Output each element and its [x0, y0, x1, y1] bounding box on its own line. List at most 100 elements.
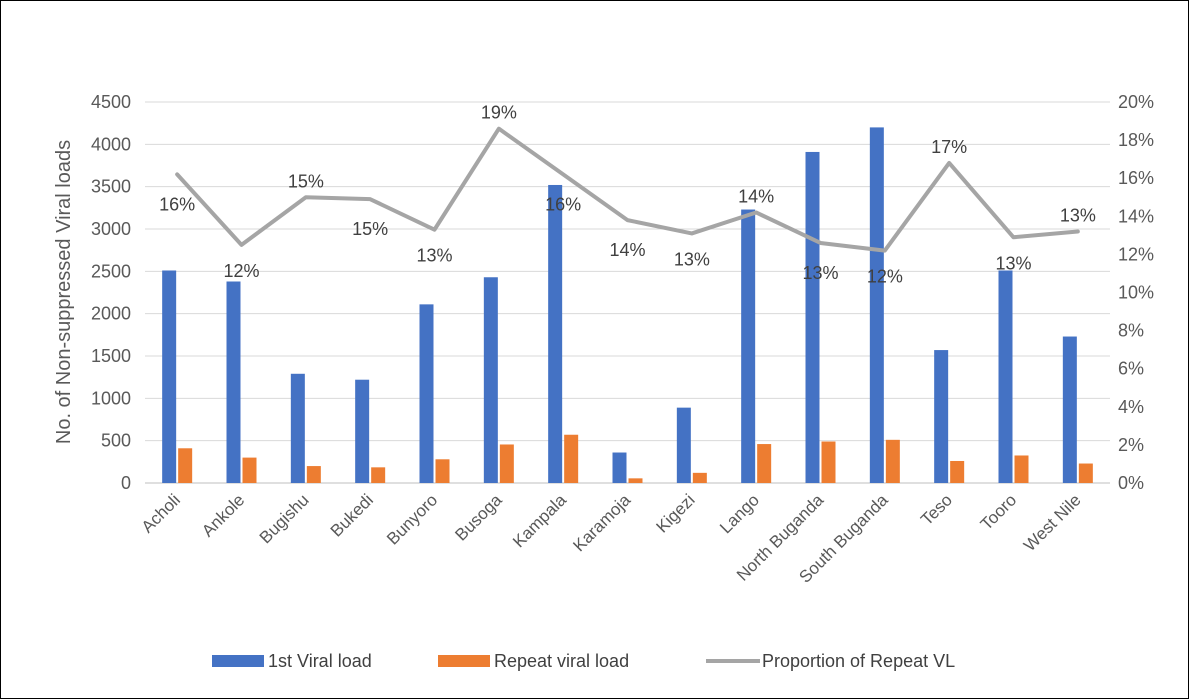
- gridlines: [145, 101, 1110, 484]
- line-data-label: 14%: [738, 186, 774, 206]
- y-tick-label: 3500: [91, 177, 131, 197]
- line-point: [562, 173, 564, 175]
- bar-1st-viral-load: [934, 350, 949, 483]
- y-tick-label: 0: [121, 473, 131, 493]
- x-category-label: Bunyoro: [383, 490, 441, 548]
- y2-tick-label: 0%: [1118, 473, 1144, 493]
- y-tick-label: 4500: [91, 92, 131, 112]
- bar-1st-viral-load: [741, 209, 756, 483]
- line-point: [241, 244, 242, 246]
- bar-1st-viral-load: [355, 379, 370, 483]
- line-data-label: 12%: [223, 261, 259, 281]
- line-data-label: 12%: [867, 267, 903, 287]
- bar-repeat-viral-load: [628, 478, 643, 483]
- line-series: [175, 126, 1080, 253]
- x-category-label: Bukedi: [327, 490, 377, 540]
- line-point: [1077, 231, 1079, 233]
- bar-repeat-viral-load: [757, 444, 772, 483]
- line-point: [627, 219, 628, 221]
- bar-1st-viral-load: [998, 270, 1013, 483]
- y-tick-label: 500: [101, 431, 131, 451]
- line-data-label: 14%: [609, 240, 645, 260]
- bar-1st-viral-load: [805, 151, 820, 483]
- line-point: [755, 211, 757, 213]
- line-data-label: 13%: [674, 249, 710, 269]
- line-point: [176, 173, 178, 175]
- y-tick-label: 1500: [91, 346, 131, 366]
- bar-repeat-viral-load: [1014, 455, 1029, 483]
- bar-1st-viral-load: [290, 373, 305, 483]
- line-data-labels: 16% 12% 15% 15% 13% 19% 16% 14% 13% 14% 13% 12% 17% 1…: [159, 103, 1096, 287]
- line-point: [1013, 236, 1014, 238]
- x-category-label: Lango: [716, 490, 763, 537]
- bar-1st-viral-load: [869, 127, 884, 484]
- y2-tick-label: 2%: [1118, 435, 1144, 455]
- bar-repeat-viral-load: [371, 467, 386, 483]
- legend-label: Repeat viral load: [494, 651, 629, 671]
- bar-1st-viral-load: [226, 281, 241, 483]
- legend-swatch-bar: [438, 655, 490, 667]
- legend-label: Proportion of Repeat VL: [762, 651, 955, 671]
- bar-1st-viral-load: [548, 184, 563, 483]
- line-data-label: 15%: [352, 219, 388, 239]
- y2-tick-label: 14%: [1118, 206, 1154, 226]
- bar-series: [162, 127, 1093, 484]
- line-point: [884, 250, 886, 252]
- y2-tick-label: 6%: [1118, 359, 1144, 379]
- legend-label: 1st Viral load: [268, 651, 372, 671]
- line-data-label: 13%: [1060, 206, 1096, 226]
- line-data-label: 13%: [995, 253, 1031, 273]
- legend: 1st Viral load Repeat viral load Proportio…: [212, 651, 955, 671]
- y2-tick-label: 10%: [1118, 283, 1154, 303]
- line-data-label: 16%: [159, 194, 195, 214]
- x-category-label: Acholi: [138, 490, 184, 536]
- line-point: [820, 242, 821, 244]
- bar-repeat-viral-load: [1078, 463, 1093, 483]
- y2-tick-label: 18%: [1118, 130, 1154, 150]
- y2-tick-label: 8%: [1118, 321, 1144, 341]
- line-point: [434, 229, 435, 231]
- line-data-label: 15%: [288, 171, 324, 191]
- line-point: [691, 232, 693, 234]
- y-tick-label: 4000: [91, 134, 131, 154]
- bar-repeat-viral-load: [242, 457, 257, 483]
- x-category-label: Bugishu: [256, 490, 313, 547]
- bar-repeat-viral-load: [821, 441, 836, 483]
- bar-repeat-viral-load: [435, 459, 450, 483]
- y2-tick-label: 16%: [1118, 168, 1154, 188]
- line-data-label: 16%: [545, 194, 581, 214]
- left-axis-ticks: 0 500 1000 1500 2000 2500 3000 3500 4000 4500: [91, 92, 131, 493]
- bar-1st-viral-load: [419, 304, 434, 483]
- line-point: [498, 128, 500, 130]
- x-category-label: Kampala: [509, 490, 570, 551]
- bar-repeat-viral-load: [885, 439, 900, 483]
- bar-repeat-viral-load: [950, 460, 965, 483]
- bar-repeat-viral-load: [564, 434, 579, 483]
- y-axis-title: No. of Non-suppressed Viral loads: [53, 140, 75, 444]
- x-category-label: West Nile: [1020, 490, 1085, 555]
- x-category-label: Karamoja: [569, 490, 634, 555]
- y-tick-label: 2500: [91, 261, 131, 281]
- y-tick-label: 3000: [91, 219, 131, 239]
- y2-tick-label: 20%: [1118, 92, 1154, 112]
- line-data-label: 17%: [931, 137, 967, 157]
- line-point: [948, 162, 950, 164]
- x-category-label: Tooro: [977, 490, 1021, 534]
- y-tick-label: 2000: [91, 304, 131, 324]
- bar-repeat-viral-load: [178, 448, 193, 483]
- bar-repeat-viral-load: [692, 472, 707, 483]
- legend-swatch-bar: [212, 655, 264, 667]
- bar-1st-viral-load: [483, 277, 498, 483]
- x-category-label: Kigezi: [652, 490, 698, 536]
- line-data-label: 13%: [416, 246, 452, 266]
- bar-repeat-viral-load: [499, 444, 514, 483]
- x-category-label: Busoga: [451, 490, 506, 545]
- bar-1st-viral-load: [1062, 336, 1077, 483]
- bar-repeat-viral-load: [306, 466, 321, 483]
- line-data-label: 19%: [481, 103, 517, 123]
- line-point: [369, 198, 371, 200]
- bar-1st-viral-load: [612, 452, 627, 483]
- bar-1st-viral-load: [162, 270, 177, 483]
